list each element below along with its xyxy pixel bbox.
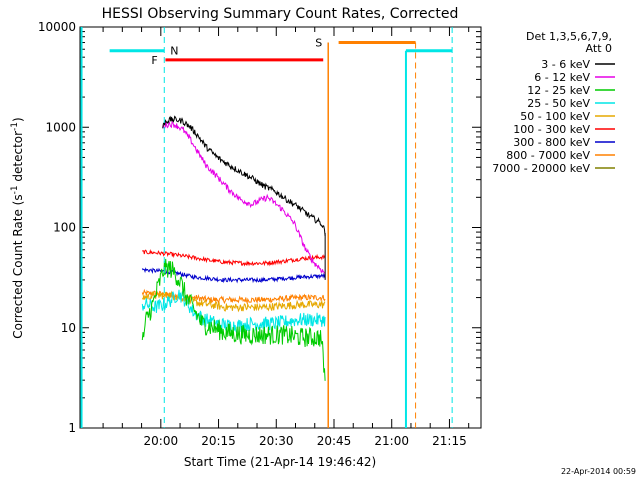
x-axis: 20:00 20:15 20:30 20:45 21:00 21:15: [102, 27, 470, 448]
x-tick-label: 20:45: [317, 434, 352, 448]
legend-header-attenuator: Att 0: [586, 42, 612, 55]
x-tick-label: 20:15: [201, 434, 236, 448]
y-tick-label: 1: [68, 421, 76, 435]
timestamp: 22-Apr-2014 00:59: [561, 467, 636, 476]
y-tick-label: 100: [53, 221, 76, 235]
legend-label: 100 - 300 keV: [513, 123, 590, 136]
series-line: [162, 115, 326, 237]
x-tick-label: 21:15: [432, 434, 467, 448]
plot-frame: [79, 26, 482, 429]
y-tick-label: 1000: [45, 120, 76, 134]
series-line: [141, 288, 326, 305]
x-tick-label: 21:00: [374, 434, 409, 448]
legend-label: 50 - 100 keV: [520, 110, 590, 123]
x-tick-label: 20:00: [144, 434, 179, 448]
flag-label-s: S: [315, 37, 322, 50]
plot-area: [79, 26, 482, 429]
legend-label: 12 - 25 keV: [527, 84, 590, 97]
y-axis-label: Corrected Count Rate (s-1 detector-1): [10, 117, 25, 338]
legend-label: 300 - 800 keV: [513, 136, 590, 149]
y-axis: 1 10 100 1000 10000: [38, 20, 481, 435]
y-tick-label: 10000: [38, 20, 76, 34]
series-line: [141, 258, 326, 381]
series-layer: [141, 115, 326, 381]
legend-label: 6 - 12 keV: [534, 71, 590, 84]
x-tick-label: 20:30: [259, 434, 294, 448]
x-axis-label: Start Time (21-Apr-14 19:46:42): [184, 455, 376, 469]
legend-label: 7000 - 20000 keV: [492, 162, 590, 175]
series-line: [141, 289, 326, 333]
flag-label-n: N: [170, 45, 178, 58]
legend-label: 25 - 50 keV: [527, 97, 590, 110]
flag-label-f: F: [151, 54, 157, 67]
chart-title: HESSI Observing Summary Count Rates, Cor…: [102, 6, 459, 22]
series-line: [141, 267, 326, 284]
legend-label: 3 - 6 keV: [541, 58, 590, 71]
y-tick-label: 10: [61, 321, 76, 335]
legend-label: 800 - 7000 keV: [506, 149, 590, 162]
legend-header-detectors: Det 1,3,5,6,7,9,: [526, 30, 612, 43]
series-line: [141, 248, 326, 267]
series-line: [141, 290, 326, 313]
series-line: [162, 120, 326, 274]
flags-layer: F S N: [80, 27, 453, 428]
